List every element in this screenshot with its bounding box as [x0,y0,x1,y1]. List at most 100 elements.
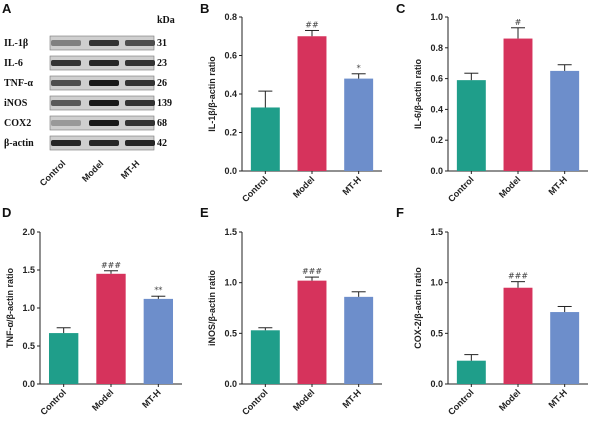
blot-band-inos-2 [125,100,155,106]
bar-model-e [297,280,327,384]
blot-group-label: Control [38,158,68,188]
y-tick-label-c: 0.6 [430,74,443,84]
y-tick-label-f: 1.0 [430,278,443,288]
blot-band-tnf--2 [125,80,155,86]
bar-model-f [503,287,533,384]
y-axis-title-d: TNF-α/β-actin ratio [5,267,15,348]
y-tick-label-e: 1.0 [224,278,237,288]
x-tick-label-b: Control [240,174,270,204]
kda-value--actin: 42 [157,138,167,149]
kda-value-il-6: 23 [157,58,167,69]
x-tick-label-f: MT-H [546,387,569,410]
panel-label-f: F [396,205,404,220]
blot-band-il-1--0 [51,40,81,46]
bar-mt-h-d [143,298,174,384]
kda-label: kDa [157,15,175,26]
y-tick-label-b: 0.4 [224,89,237,99]
y-tick-label-f: 0.0 [430,379,443,389]
x-tick-label-d: Control [38,387,68,417]
blot-band-cox2-2 [125,120,155,126]
y-tick-label-e: 1.5 [224,227,237,237]
y-tick-label-e: 0.5 [224,328,237,338]
chart-d: D 0.0 0.5 1.0 1.5 2.0 TNF-α/β-actin ratio Contr… [2,205,182,417]
bar-mt-h-c [550,70,580,171]
blot-label-cox2: COX2 [4,118,31,129]
bar-mt-h-f [550,312,580,384]
bar-mt-h-b [344,78,374,171]
blot-band-il-1--2 [125,40,155,46]
y-tick-label-d: 1.5 [22,265,35,275]
blot-label--actin: β-actin [4,138,34,149]
y-tick-label-c: 0.4 [430,104,443,114]
y-tick-label-b: 0.8 [224,12,237,22]
blot-group-label: Model [80,158,105,183]
blot-band-il-6-2 [125,60,155,66]
y-axis-title-b: IL-1β/β-actin ratio [207,56,217,132]
significance-mark-mt-h-b: * [357,64,361,73]
blot-label-il-6: IL-6 [4,58,23,69]
y-tick-label-c: 0.2 [430,135,443,145]
y-tick-label-c: 0.8 [430,43,443,53]
bar-mt-h-e [344,296,374,384]
x-tick-label-d: MT-H [140,387,163,410]
y-tick-label-d: 0.5 [22,341,35,351]
significance-mark-model-f: ### [508,272,528,281]
blot-band-inos-1 [89,100,119,106]
y-tick-label-d: 0.0 [22,379,35,389]
bar-charts: B 0.0 0.2 0.4 0.6 0.8 IL-1β/β-actin ratio Contr… [2,1,588,417]
chart-b: B 0.0 0.2 0.4 0.6 0.8 IL-1β/β-actin ratio Contr… [200,1,382,204]
blot-band-tnf--1 [89,80,119,86]
significance-mark-model-c: # [515,18,522,27]
x-tick-label-b: Model [291,174,316,199]
blot-band-cox2-1 [89,120,119,126]
y-tick-label-b: 0.2 [224,128,237,138]
x-tick-label-c: Control [446,174,476,204]
x-tick-label-b: MT-H [340,174,363,197]
y-tick-label-b: 0.0 [224,166,237,176]
bar-control-d [48,333,79,384]
blot-band-il-1--1 [89,40,119,46]
y-tick-label-f: 1.5 [430,227,443,237]
y-tick-label-f: 0.5 [430,328,443,338]
bar-control-b [250,107,280,171]
kda-value-inos: 139 [157,98,172,109]
x-tick-label-c: Model [497,174,522,199]
x-tick-label-f: Control [446,387,476,417]
blot-band--actin-1 [89,140,119,146]
chart-e: E 0.0 0.5 1.0 1.5 iNOS/β-actin ratio Control ##… [200,205,382,417]
y-tick-label-d: 1.0 [22,303,35,313]
bar-control-e [250,330,280,384]
x-tick-label-e: Control [240,387,270,417]
x-tick-label-c: MT-H [546,174,569,197]
x-tick-label-d: Model [90,387,115,412]
y-tick-label-b: 0.6 [224,51,237,61]
kda-value-cox2: 68 [157,118,167,129]
blot-band--actin-2 [125,140,155,146]
blot-band-il-6-0 [51,60,81,66]
blot-band-tnf--0 [51,80,81,86]
y-tick-label-e: 0.0 [224,379,237,389]
y-tick-label-c: 0.0 [430,166,443,176]
chart-f: F 0.0 0.5 1.0 1.5 COX-2/β-actin ratio Control #… [396,205,588,417]
blot-label-inos: iNOS [4,98,28,109]
blot-label-tnf-: TNF-α [4,78,33,89]
y-axis-title-f: COX-2/β-actin ratio [413,267,423,349]
blot-label-il-1-: IL-1β [4,38,28,49]
y-axis-title-e: iNOS/β-actin ratio [207,270,217,347]
panel-label-e: E [200,205,209,220]
blot-band-cox2-0 [51,120,81,126]
bar-model-d [96,273,126,384]
blot-band-inos-0 [51,100,81,106]
y-axis-title-c: IL-6/β-actin ratio [413,59,423,130]
bar-control-f [456,360,486,384]
blot-group-label: MT-H [119,158,142,181]
x-tick-label-e: MT-H [340,387,363,410]
x-tick-label-f: Model [497,387,522,412]
significance-mark-mt-h-d: ** [154,286,162,295]
panel-label-a: A [2,1,12,16]
kda-value-il-1-: 31 [157,38,167,49]
significance-mark-model-e: ### [302,267,322,276]
significance-mark-model-d: ### [101,261,121,270]
chart-c: C 0.0 0.2 0.4 0.6 0.8 1.0 IL-6/β-actin ratio Con… [396,1,588,204]
